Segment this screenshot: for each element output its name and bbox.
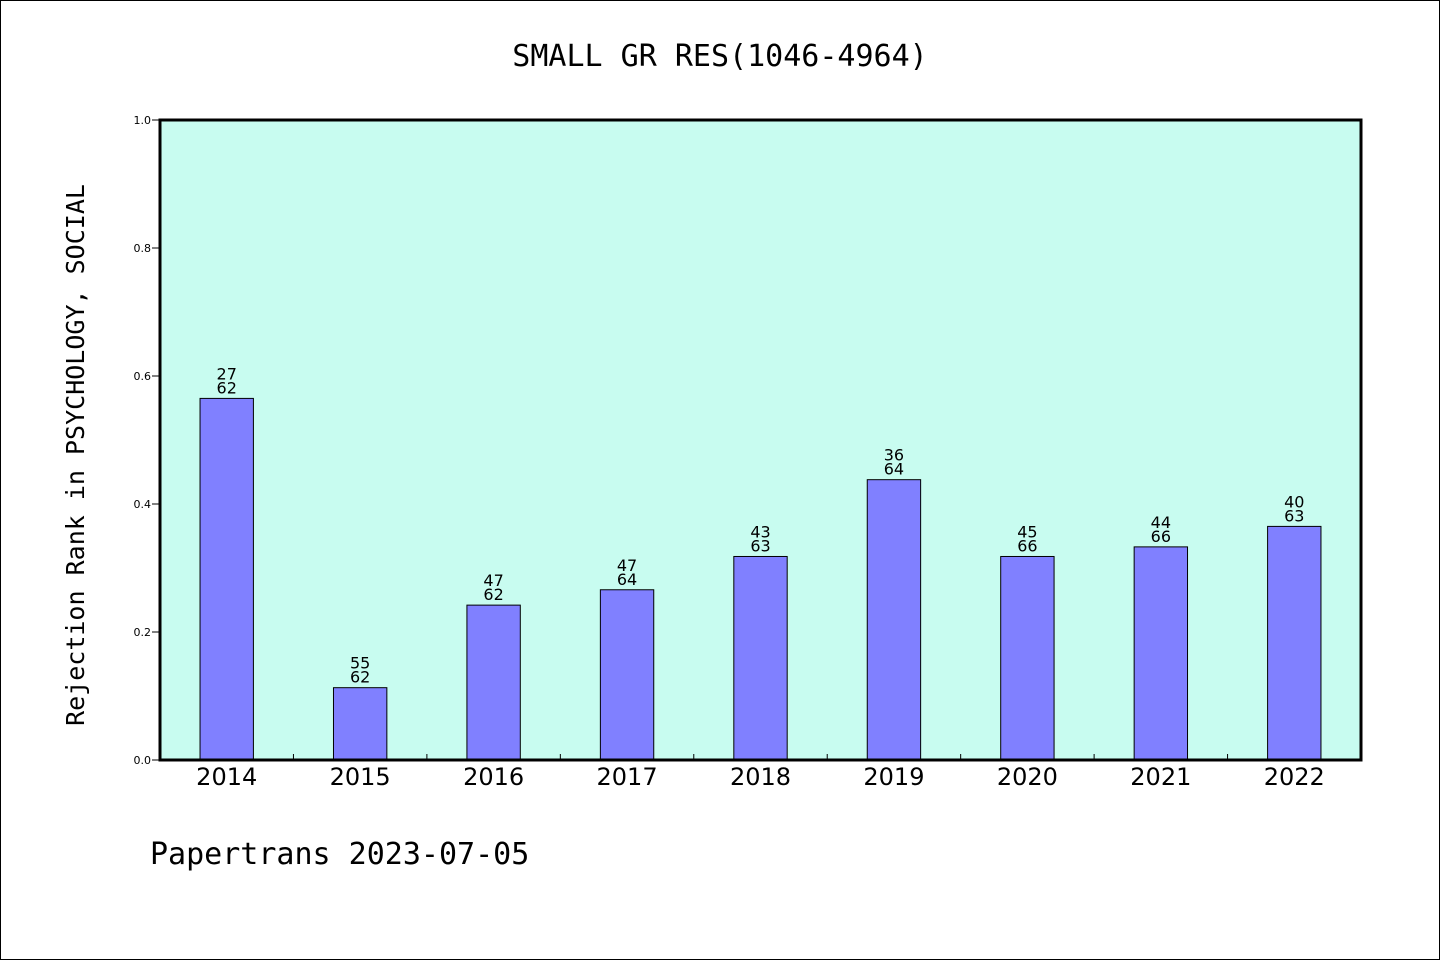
bar-label-bottom-2017: 64: [617, 570, 637, 589]
x-tick-label-2015: 2015: [330, 763, 391, 791]
bar-2014: [199, 397, 254, 761]
bar-label-top-2022: 40: [1284, 492, 1304, 511]
x-tick-label-2014: 2014: [196, 763, 257, 791]
x-tick-label-2022: 2022: [1264, 763, 1325, 791]
bars-layer: [199, 397, 1322, 761]
x-tick-label-2017: 2017: [597, 763, 658, 791]
y-tick-label: 1.0: [134, 114, 152, 127]
x-tick-label-2020: 2020: [997, 763, 1058, 791]
bar-label-bottom-2019: 64: [884, 460, 904, 479]
bar-label-top-2019: 36: [884, 446, 904, 465]
bar-2021: [1133, 546, 1189, 761]
x-tick-label-2016: 2016: [463, 763, 524, 791]
bar-label-top-2016: 47: [483, 571, 503, 590]
bar-label-top-2018: 43: [750, 522, 770, 541]
y-tick-label: 0.2: [134, 626, 152, 639]
x-axis-ticks: 2014 2015 2016 2017 2018 2019 2020 2021 2022: [196, 754, 1325, 791]
bar-2022: [1267, 525, 1322, 761]
y-tick-label: 0.6: [134, 370, 152, 383]
bar-label-top-2020: 45: [1017, 522, 1037, 541]
chart-title: SMALL GR RES(1046-4964): [512, 39, 927, 74]
plot-border: [158, 118, 1363, 762]
x-tick-label-2018: 2018: [730, 763, 791, 791]
bar-2015: [332, 687, 388, 761]
bar-label-bottom-2020: 66: [1017, 536, 1037, 555]
x-tick-label-2019: 2019: [863, 763, 924, 791]
bar-2017: [599, 589, 655, 761]
footer-text: Papertrans 2023-07-05: [150, 837, 529, 872]
bar-label-top-2015: 55: [350, 654, 370, 673]
bar-2016: [466, 604, 521, 761]
bar-label-bottom-2022: 63: [1284, 506, 1304, 525]
x-tick-label-2021: 2021: [1130, 763, 1191, 791]
bar-label-bottom-2021: 66: [1151, 527, 1171, 546]
y-tick-label: 0.8: [134, 242, 152, 255]
bar-2019: [866, 479, 922, 761]
bar-label-top-2021: 44: [1151, 513, 1171, 532]
bar-2020: [1000, 555, 1055, 761]
bar-2018: [733, 555, 788, 761]
bar-label-bottom-2015: 62: [350, 668, 370, 687]
y-tick-label: 0.4: [134, 498, 152, 511]
bar-label-bottom-2014: 62: [217, 378, 237, 397]
bar-label-top-2017: 47: [617, 556, 637, 575]
bar-label-bottom-2016: 62: [483, 585, 503, 604]
y-axis-ticks: 0.0 0.2 0.4 0.6 0.8 1.0: [134, 114, 160, 767]
bar-label-top-2014: 27: [217, 364, 237, 383]
y-axis-label: Rejection Rank in PSYCHOLOGY, SOCIAL: [61, 184, 90, 726]
y-tick-label: 0.0: [134, 754, 152, 767]
bar-label-bottom-2018: 63: [750, 536, 770, 555]
